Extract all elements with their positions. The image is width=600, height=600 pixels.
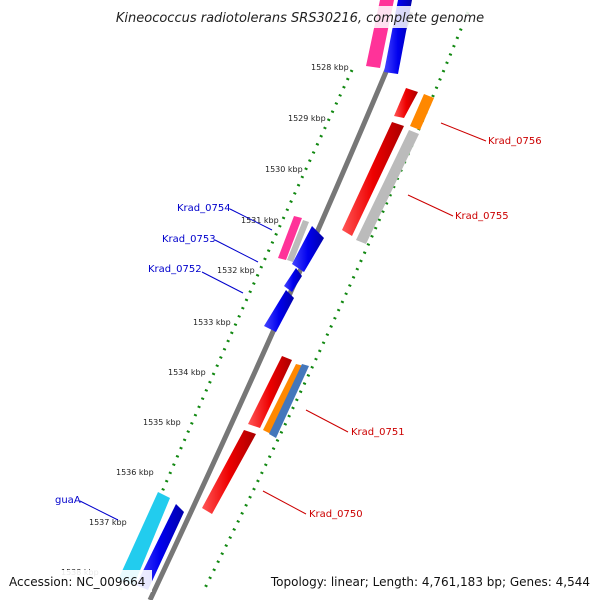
gene-krad0752-blue-a[interactable]	[284, 268, 302, 292]
label-leaders	[79, 122, 487, 521]
gene-blue-bottom[interactable]	[136, 504, 184, 590]
tick-label: 1531 kbp	[241, 216, 279, 225]
tick-label: 1532 kbp	[217, 266, 255, 275]
genome-backbone	[147, 11, 414, 600]
gene-label-guaa[interactable]: guaA	[55, 495, 81, 506]
tick-label: 1534 kbp	[168, 368, 206, 377]
gene-label-krad0753[interactable]: Krad_0753	[162, 234, 216, 245]
accession-backdrop	[4, 570, 152, 592]
gene-krad0755-gray[interactable]	[356, 130, 419, 244]
gene-label-krad0755[interactable]: Krad_0755	[455, 211, 509, 222]
summary-text: Topology: linear; Length: 4,761,183 bp; …	[270, 575, 590, 589]
tick-label: 1536 kbp	[116, 468, 154, 477]
gene-labels: Krad_0756 Krad_0755 Krad_0754 Krad_0753 …	[55, 136, 542, 520]
reverse-strand-genes	[118, 216, 324, 590]
tick-label: 1533 kbp	[193, 318, 231, 327]
gene-label-krad0751[interactable]: Krad_0751	[351, 427, 405, 438]
title-backdrop	[100, 6, 500, 28]
gene-krad0751-steelblue[interactable]	[269, 364, 309, 438]
tick-label: 1528 kbp	[311, 63, 349, 72]
gene-label-krad0754[interactable]: Krad_0754	[177, 203, 231, 214]
tick-label: 1530 kbp	[265, 165, 303, 174]
gene-krad0756-red[interactable]	[394, 88, 418, 118]
gene-krad0753-blue[interactable]	[292, 226, 324, 272]
gene-label-krad0752[interactable]: Krad_0752	[148, 264, 202, 275]
tick-label: 1529 kbp	[288, 114, 326, 123]
gene-krad0754-pink[interactable]	[278, 216, 302, 260]
gene-guaa-cyan[interactable]	[118, 492, 170, 585]
tick-label: 1537 kbp	[89, 518, 127, 527]
gene-krad0750-red[interactable]	[202, 430, 256, 514]
gene-krad0756-orange[interactable]	[410, 94, 434, 130]
tick-label: 1535 kbp	[143, 418, 181, 427]
gene-krad0754-gray[interactable]	[287, 220, 309, 262]
gene-label-krad0756[interactable]: Krad_0756	[488, 136, 542, 147]
gene-krad0751-red[interactable]	[248, 356, 292, 428]
gene-krad0755-red[interactable]	[342, 122, 404, 236]
summary-backdrop	[266, 570, 596, 592]
gene-krad0752-blue-b[interactable]	[264, 290, 294, 332]
accession-text: Accession: NC_009664	[9, 575, 145, 589]
map-title: Kineococcus radiotolerans SRS30216, comp…	[116, 11, 484, 26]
kbp-ticks: 1528 kbp 1529 kbp 1530 kbp 1531 kbp 1532…	[61, 63, 349, 577]
gene-label-krad0750[interactable]: Krad_0750	[309, 509, 363, 520]
